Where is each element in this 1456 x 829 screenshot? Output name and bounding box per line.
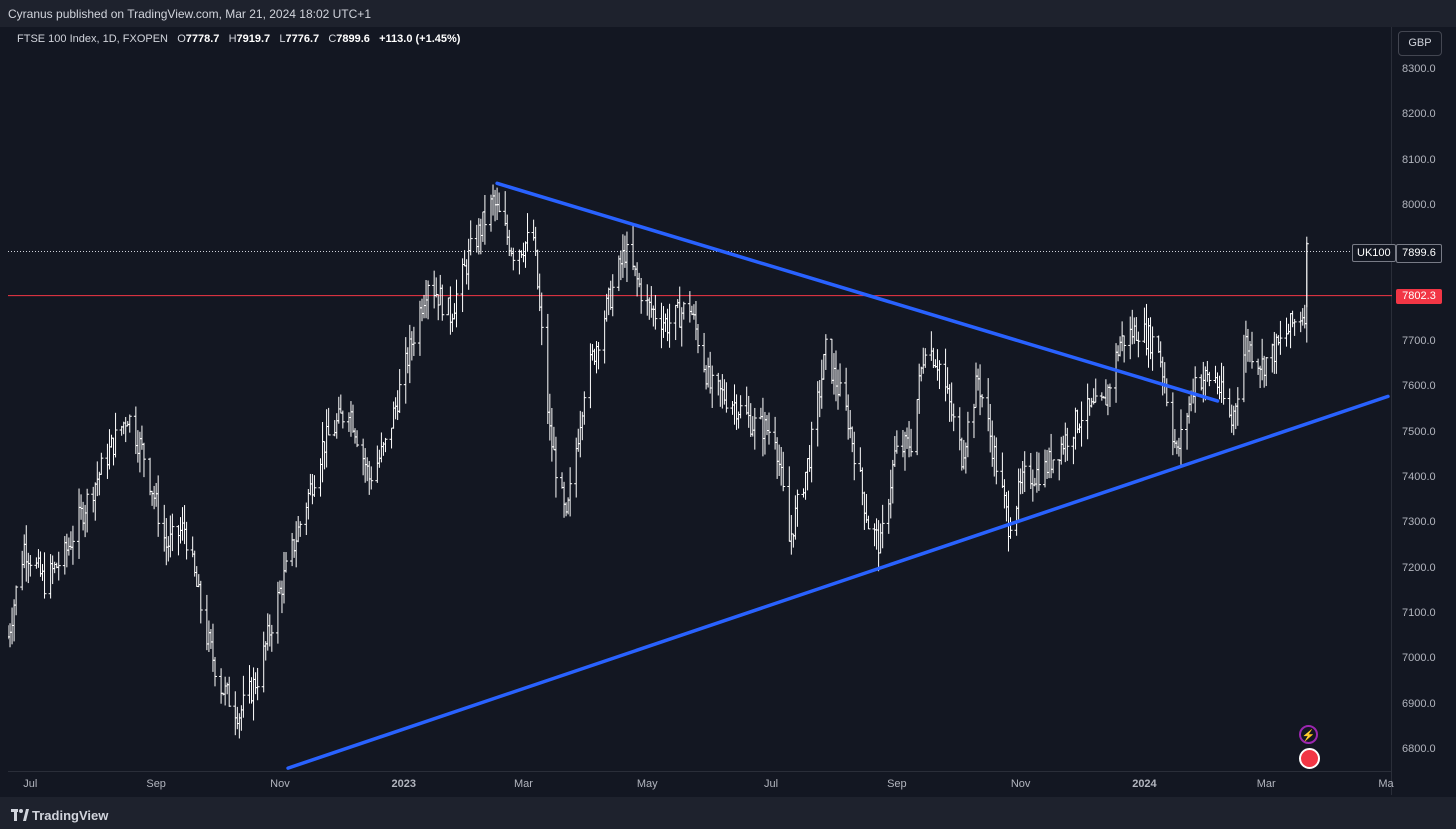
open-value: 7778.7	[185, 33, 220, 45]
time-tick-label: Sep	[146, 778, 166, 790]
price-tick-label: 8000.0	[1402, 199, 1436, 211]
publish-bar	[0, 0, 1456, 27]
price-tick-label: 8200.0	[1402, 108, 1436, 121]
price-axis-divider	[1391, 27, 1392, 795]
uk-flag-icon[interactable]	[1299, 748, 1320, 769]
trendline-1	[495, 181, 1220, 403]
time-tick-label: Jul	[764, 778, 779, 790]
price-tick-label: 7500.0	[1402, 425, 1436, 438]
time-tick-label: Jul	[23, 778, 38, 790]
currency-button[interactable]: GBP	[1398, 31, 1442, 56]
time-tick-label: Sep	[887, 778, 907, 790]
level-price-tag: 7802.3	[1396, 289, 1442, 304]
symbol-legend[interactable]: FTSE 100 Index, 1D, FXOPEN O7778.7 H7919…	[17, 33, 460, 45]
price-tick-label: 7700.0	[1402, 335, 1436, 347]
time-tick-label: Nov	[1010, 778, 1031, 790]
time-tick-label: 2024	[1132, 778, 1157, 790]
symbol-tag: UK100	[1352, 244, 1396, 262]
time-tick-label: Mar	[1256, 778, 1276, 790]
price-tick-label: 6900.0	[1402, 697, 1436, 710]
symbol-name: FTSE 100 Index, 1D, FXOPEN	[17, 33, 169, 45]
price-tick-label: 7100.0	[1402, 607, 1436, 619]
footer-bar	[0, 797, 1456, 829]
low-value: 7776.7	[285, 33, 320, 45]
open-label: O	[177, 33, 186, 45]
tradingview-logo-icon	[11, 809, 29, 821]
publisher-text: Cyranus published on TradingView.com, Ma…	[8, 7, 371, 21]
close-value: 7899.6	[336, 33, 370, 45]
time-tick-label: Ma	[1378, 778, 1394, 790]
price-tick-label: 7600.0	[1402, 380, 1436, 393]
high-value: 7919.7	[236, 33, 271, 45]
price-tick-label: 8300.0	[1402, 63, 1436, 75]
time-tick-label: Mar	[513, 778, 533, 790]
time-tick-label: May	[636, 778, 658, 790]
trendline-2	[286, 394, 1390, 770]
price-chart[interactable]	[8, 27, 1392, 795]
high-label: H	[228, 33, 237, 45]
tradingview-brand[interactable]: TradingView	[32, 808, 109, 823]
price-tick-label: 7000.0	[1402, 652, 1436, 665]
lightning-icon[interactable]: ⚡	[1299, 725, 1318, 744]
low-label: L	[279, 33, 286, 45]
price-tick-label: 8100.0	[1402, 153, 1436, 166]
price-tick-label: 7300.0	[1402, 516, 1436, 529]
price-tick-label: 7400.0	[1402, 471, 1436, 483]
last-price-tag: 7899.6	[1396, 244, 1442, 263]
time-tick-label: 2023	[391, 778, 416, 790]
time-axis-divider	[8, 771, 1392, 772]
change-value: +113.0 (+1.45%)	[379, 33, 461, 45]
price-tick-label: 6800.0	[1402, 743, 1436, 755]
close-label: C	[328, 33, 337, 45]
price-tick-label: 7200.0	[1402, 561, 1436, 574]
time-tick-label: Nov	[270, 778, 290, 790]
